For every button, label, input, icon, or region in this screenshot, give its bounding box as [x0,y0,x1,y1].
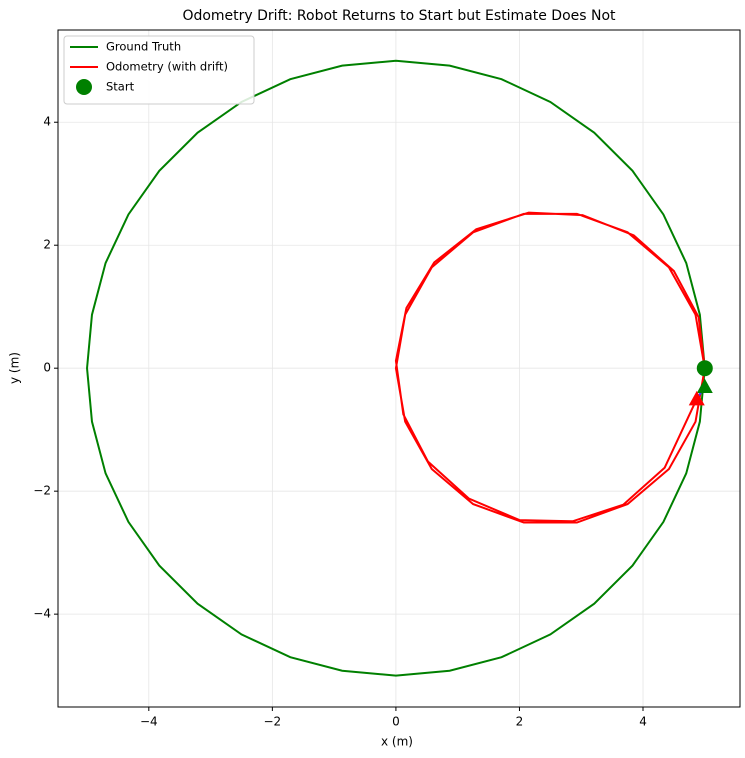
x-tick-label: −2 [264,715,282,729]
legend-label: Ground Truth [106,40,181,54]
series-line [86,59,706,677]
y-tick-label: 2 [43,238,51,252]
series-line [394,211,706,524]
end-marker [696,378,713,394]
legend-box [63,35,255,105]
x-tick-label: 2 [516,715,524,729]
legend: Ground Truth Odometry (with drift) Start [63,35,255,105]
start-marker [696,360,713,377]
y-tick-label: −4 [33,607,51,621]
y-tick-label: 4 [43,115,51,129]
x-tick-label: 0 [392,715,400,729]
x-tick-label: 4 [639,715,647,729]
plot-frame [57,29,741,708]
y-tick-label: 0 [43,361,51,375]
chart-title: Odometry Drift: Robot Returns to Start b… [182,8,616,24]
x-tick-label: −4 [140,715,158,729]
legend-label: Odometry (with drift) [106,60,228,74]
x-axis-label: x (m) [381,735,413,749]
legend-label: Start [106,80,135,94]
y-tick-label: −2 [33,484,51,498]
y-axis-label: y (m) [8,352,22,384]
legend-swatch [76,79,92,95]
end-marker [688,390,705,406]
